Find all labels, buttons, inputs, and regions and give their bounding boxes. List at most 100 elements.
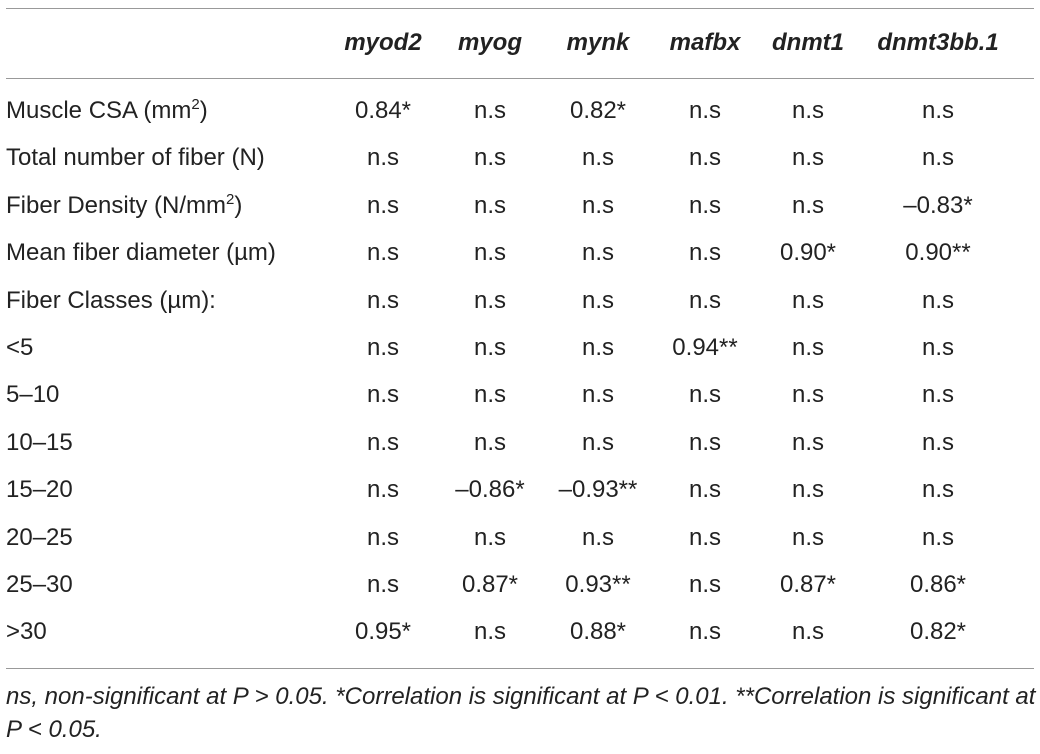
cell-value: n.s: [366, 286, 400, 314]
cell-value: 0.87*: [779, 571, 837, 598]
row-label-text: Fiber Classes (µm):: [6, 286, 216, 314]
cell-value: n.s: [473, 286, 507, 314]
row-label: 25–30: [6, 570, 73, 600]
cell-value: n.s: [688, 428, 722, 456]
row-label: 10–15: [6, 428, 73, 458]
column-header: dnmt1: [772, 29, 844, 56]
cell-value: 0.90*: [779, 239, 837, 267]
cell-value: –0.93**: [558, 476, 638, 504]
cell-value: n.s: [791, 144, 825, 172]
row-label-text: 15–20: [6, 476, 73, 504]
cell-value: n.s: [366, 239, 400, 267]
cell-value: n.s: [581, 334, 615, 361]
cell-value: n.s: [688, 286, 722, 314]
cell-value: n.s: [688, 97, 722, 124]
cell-value: n.s: [791, 97, 825, 124]
cell-value: n.s: [581, 239, 615, 267]
cell-value: n.s: [921, 428, 955, 456]
cell-value: n.s: [921, 97, 955, 124]
row-label-text: Total number of fiber (N): [6, 144, 265, 172]
cell-value: n.s: [688, 618, 722, 646]
cell-value: n.s: [366, 191, 400, 219]
cell-value: n.s: [473, 523, 507, 551]
row-label-end: ): [199, 97, 208, 124]
bottom-rule: [6, 668, 1034, 669]
cell-value: 0.95*: [354, 618, 412, 646]
cell-value: 0.88*: [569, 618, 627, 646]
cell-value: n.s: [921, 144, 955, 172]
row-label-text: Mean fiber diameter (µm): [6, 239, 276, 267]
cell-value: n.s: [688, 476, 722, 504]
cell-value: 0.90**: [905, 239, 971, 267]
cell-value: n.s: [921, 286, 955, 314]
cell-value: n.s: [791, 523, 825, 551]
cell-value: n.s: [921, 476, 955, 504]
cell-value: 0.86*: [909, 571, 967, 598]
cell-value: n.s: [366, 571, 400, 598]
column-header: mafbx: [669, 29, 741, 56]
cell-value: n.s: [791, 191, 825, 219]
cell-value: 0.93**: [565, 571, 631, 598]
cell-value: n.s: [581, 428, 615, 456]
row-label-text: <5: [6, 334, 34, 361]
cell-value: –0.86*: [455, 476, 525, 504]
cell-value: 0.94**: [672, 334, 738, 361]
cell-value: 0.84*: [354, 97, 412, 124]
cell-value: n.s: [473, 334, 507, 361]
cell-value: n.s: [473, 97, 507, 124]
row-label: 20–25: [6, 523, 73, 553]
column-header: mynk: [566, 29, 630, 56]
cell-value: n.s: [581, 144, 615, 172]
cell-value: n.s: [581, 191, 615, 219]
top-rule: [6, 8, 1034, 9]
cell-value: n.s: [473, 428, 507, 456]
row-label-sup: 2: [191, 96, 200, 113]
cell-value: n.s: [581, 381, 615, 409]
row-label-text: Muscle CSA (mm: [6, 97, 192, 124]
row-label-end: ): [234, 191, 243, 219]
row-label-text: 25–30: [6, 571, 73, 598]
cell-value: n.s: [688, 239, 722, 267]
row-label: >30: [6, 617, 47, 647]
row-label-text: 5–10: [6, 381, 60, 409]
cell-value: n.s: [473, 144, 507, 172]
cell-value: 0.82*: [569, 97, 627, 124]
column-header: dnmt3bb.1: [877, 29, 999, 56]
cell-value: n.s: [473, 191, 507, 219]
cell-value: n.s: [921, 334, 955, 361]
cell-value: n.s: [366, 144, 400, 172]
cell-value: n.s: [791, 476, 825, 504]
cell-value: –0.83*: [903, 191, 973, 219]
cell-value: n.s: [366, 334, 400, 361]
cell-value: n.s: [473, 239, 507, 267]
cell-value: n.s: [366, 476, 400, 504]
cell-value: n.s: [688, 144, 722, 172]
cell-value: n.s: [688, 381, 722, 409]
cell-value: n.s: [366, 428, 400, 456]
cell-value: n.s: [921, 381, 955, 409]
cell-value: n.s: [688, 571, 722, 598]
cell-value: n.s: [791, 334, 825, 361]
row-label-text: >30: [6, 618, 47, 646]
row-label: Muscle CSA (mm2): [6, 96, 208, 126]
column-header: myog: [457, 29, 523, 56]
cell-value: n.s: [791, 428, 825, 456]
cell-value: n.s: [581, 523, 615, 551]
row-label: Fiber Classes (µm):: [6, 286, 216, 316]
cell-value: n.s: [366, 381, 400, 409]
cell-value: 0.82*: [909, 618, 967, 646]
cell-value: n.s: [791, 286, 825, 314]
cell-value: n.s: [366, 523, 400, 551]
header-rule: [6, 78, 1034, 79]
cell-value: n.s: [581, 286, 615, 314]
row-label: 15–20: [6, 475, 73, 505]
footnote: ns, non-significant at P > 0.05. *Correl…: [6, 683, 1036, 743]
cell-value: n.s: [688, 191, 722, 219]
row-label-text: Fiber Density (N/mm: [6, 191, 227, 219]
row-label: 5–10: [6, 380, 59, 410]
column-header: myod2: [344, 29, 422, 56]
cell-value: n.s: [473, 381, 507, 409]
row-label-text: 20–25: [6, 523, 73, 551]
cell-value: n.s: [688, 523, 722, 551]
